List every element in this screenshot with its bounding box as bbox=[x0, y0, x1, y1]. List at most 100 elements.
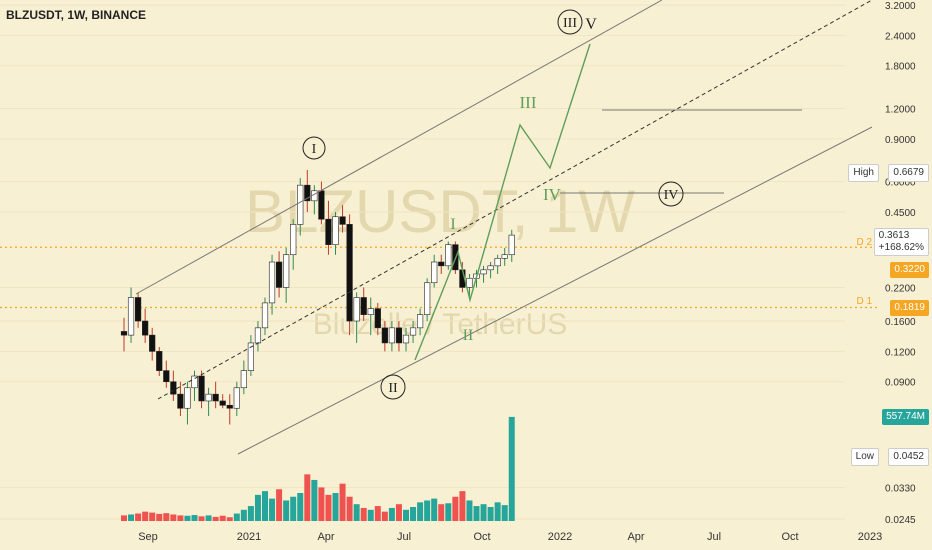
current-price-tag: 0.3613 +168.62% bbox=[873, 228, 929, 256]
volume-bar bbox=[156, 513, 163, 521]
wave-III-green: III bbox=[520, 93, 537, 112]
high-label: High bbox=[848, 164, 879, 182]
volume-bar bbox=[480, 504, 487, 521]
channel-upper-line bbox=[135, 0, 663, 295]
high-value: 0.6679 bbox=[888, 164, 929, 182]
volume-bar bbox=[233, 513, 240, 521]
volume-bar bbox=[332, 493, 339, 521]
symbol-header: BLZUSDT, 1W, BINANCE bbox=[6, 8, 147, 22]
time-axis: Sep 2021 Apr Jul Oct 2022 Apr Jul Oct 2023 bbox=[138, 531, 882, 543]
volume-bar bbox=[445, 503, 452, 521]
wave-IV-green: IV bbox=[543, 185, 562, 204]
time-tick-label: Apr bbox=[627, 531, 644, 543]
volume-bar bbox=[135, 513, 142, 521]
candle-body bbox=[402, 334, 410, 344]
volume-bar bbox=[346, 496, 353, 521]
candle-body bbox=[494, 257, 501, 267]
price-axis: 3.2000 2.4000 1.8000 1.2000 0.9000 0.6000 0.45… bbox=[885, 1, 916, 526]
elliott-wave-path bbox=[414, 43, 591, 361]
candle-body bbox=[438, 261, 445, 267]
candle-body bbox=[163, 370, 170, 383]
candle-body bbox=[205, 393, 212, 402]
time-tick-label: Sep bbox=[138, 531, 158, 543]
volume-bar bbox=[269, 498, 276, 521]
volume-bar bbox=[170, 514, 177, 521]
volume-bar bbox=[163, 513, 170, 521]
volume-bar bbox=[473, 506, 480, 521]
price-tick-label: 0.1200 bbox=[885, 347, 916, 358]
candle-body bbox=[283, 254, 290, 288]
d2-value: 0.3220 bbox=[890, 262, 929, 278]
volume-bar bbox=[254, 494, 261, 521]
candle-body bbox=[346, 224, 353, 322]
candle-body bbox=[149, 334, 156, 352]
candle-body bbox=[247, 342, 255, 371]
wave-II-text: II bbox=[388, 381, 398, 396]
candle-body bbox=[254, 327, 262, 344]
volume-bar bbox=[501, 505, 508, 521]
wave-IV-text: IV bbox=[664, 188, 679, 203]
volume-bar bbox=[283, 500, 290, 521]
candle-body bbox=[212, 393, 219, 402]
candle-body bbox=[226, 404, 233, 409]
volume-bar bbox=[290, 496, 297, 521]
candle-body bbox=[445, 244, 452, 267]
candle-body bbox=[501, 254, 508, 259]
wave-III-text: III bbox=[563, 16, 577, 31]
candle-body bbox=[381, 327, 388, 344]
time-tick-label: Apr bbox=[317, 531, 334, 543]
time-tick-label: 2022 bbox=[548, 531, 572, 543]
low-label: Low bbox=[850, 448, 879, 466]
candle-body bbox=[388, 327, 396, 344]
volume-bar bbox=[360, 507, 367, 521]
time-tick-label: 2023 bbox=[858, 531, 882, 543]
candle-body bbox=[184, 387, 191, 409]
time-tick-label: 2021 bbox=[237, 531, 261, 543]
volume-bar bbox=[431, 498, 438, 521]
candle-body bbox=[233, 387, 240, 409]
volume-bar bbox=[417, 502, 424, 521]
candle-body bbox=[135, 297, 142, 322]
volume-bar bbox=[121, 515, 127, 521]
price-tick-label: 1.2000 bbox=[885, 104, 916, 115]
time-tick-label: Oct bbox=[781, 531, 798, 543]
wave-IV-circle bbox=[658, 181, 684, 207]
current-price-change: +168.62% bbox=[878, 242, 924, 253]
wave-V-label: V bbox=[585, 16, 597, 33]
candle-body bbox=[170, 381, 177, 395]
candle-body bbox=[261, 302, 269, 329]
volume-bar bbox=[325, 494, 332, 521]
time-tick-label: Jul bbox=[397, 531, 411, 543]
candle-body bbox=[177, 393, 184, 409]
time-tick-label: Oct bbox=[473, 531, 490, 543]
price-tick-label: 0.0330 bbox=[885, 484, 916, 495]
volume-bar bbox=[403, 509, 409, 521]
volume-bar bbox=[311, 479, 318, 521]
volume-bar bbox=[262, 491, 268, 521]
volume-bar bbox=[438, 504, 445, 521]
volume-bar bbox=[466, 500, 473, 521]
wave-II-circle bbox=[380, 374, 406, 400]
channel-lines bbox=[135, 0, 873, 455]
volume-bar bbox=[367, 509, 374, 521]
candle-body bbox=[198, 375, 205, 402]
volume-bar bbox=[142, 511, 149, 521]
candle-body bbox=[275, 261, 283, 288]
candle-body bbox=[120, 331, 128, 336]
volume-bar bbox=[424, 500, 431, 521]
volume-bar bbox=[191, 515, 198, 521]
channel-lower-line bbox=[237, 126, 873, 455]
wave-I-green: I bbox=[450, 216, 455, 233]
price-tick-label: 1.8000 bbox=[885, 62, 916, 73]
volume-bar bbox=[149, 512, 156, 521]
price-tick-label: 3.2000 bbox=[885, 1, 916, 12]
wave-I-circle bbox=[302, 136, 326, 160]
volume-bar bbox=[410, 507, 417, 521]
volume-bar bbox=[304, 474, 311, 521]
volume-bar bbox=[318, 487, 325, 521]
candle-body bbox=[325, 218, 332, 245]
volume-bar bbox=[184, 515, 191, 521]
watermark: BLZUSDT, 1W Bluzelle / TetherUS bbox=[245, 178, 635, 341]
